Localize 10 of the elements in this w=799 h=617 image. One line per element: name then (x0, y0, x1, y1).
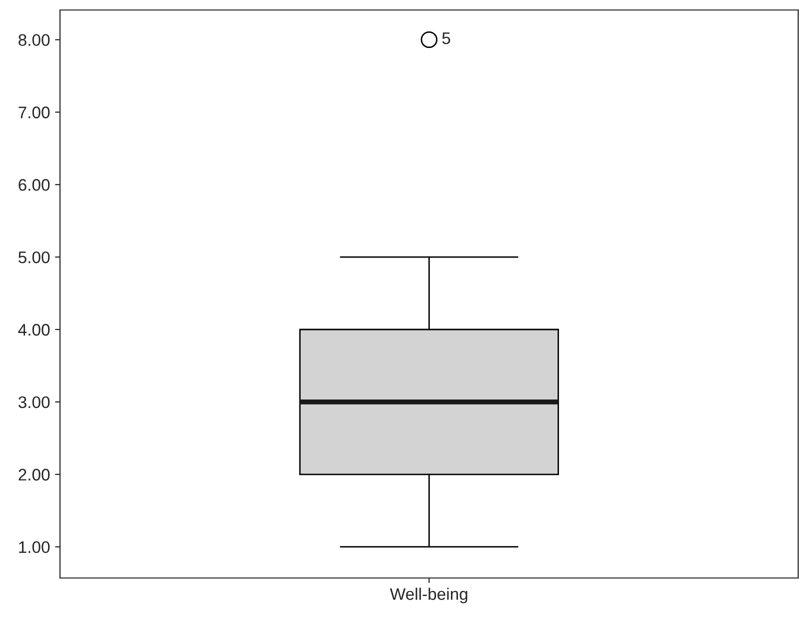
y-tick-label: 6.00 (18, 179, 50, 191)
y-tick-label: 1.00 (19, 541, 50, 554)
y-tick-label: 4.00 (18, 324, 50, 336)
y-tick-label: 8.00 (18, 34, 50, 46)
y-tick-label: 5.00 (18, 251, 50, 264)
y-tick-label: 7.00 (18, 106, 50, 118)
annotation: 5 (442, 32, 450, 44)
y-tick-label: 2.00 (18, 468, 50, 481)
x-tick-label: Well-being (390, 588, 468, 604)
y-tick-label: 3.00 (18, 396, 50, 408)
